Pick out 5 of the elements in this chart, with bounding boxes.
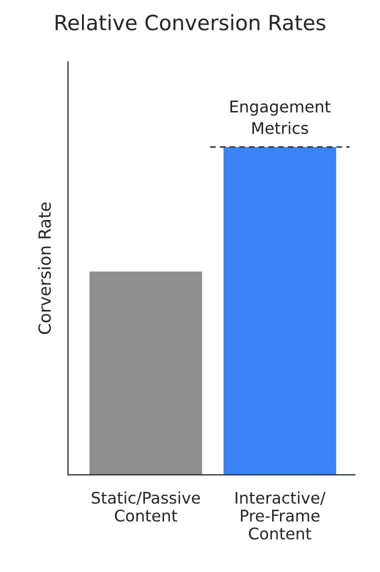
chart-title: Relative Conversion Rates <box>56 14 326 30</box>
y-axis-title: Corversion Rate <box>38 202 51 334</box>
ref-line-label: Engagement Metrics <box>230 100 330 134</box>
x-tick-label: Interactive/ Pre-Frame Content <box>236 491 326 540</box>
x-tick-label: Static/Passive Content <box>92 491 200 522</box>
